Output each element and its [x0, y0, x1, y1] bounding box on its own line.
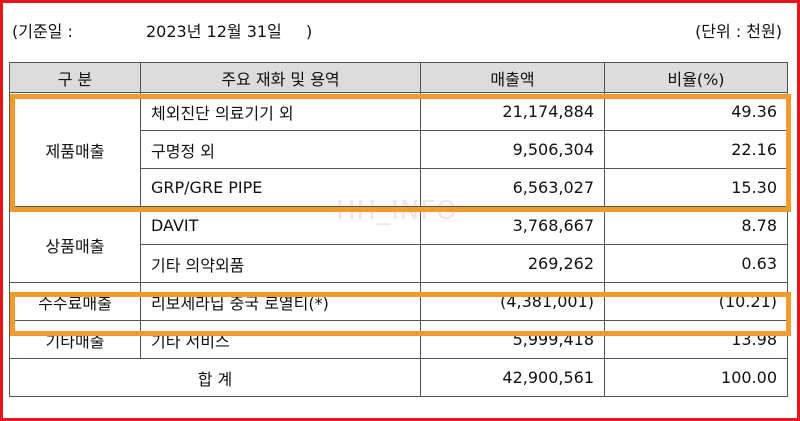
total-sales: 42,900,561	[420, 358, 605, 397]
table-row: 상품매출 DAVIT 3,768,667 8.78	[9, 206, 788, 283]
ratio-cell: 13.98	[604, 320, 788, 359]
category-merchandise: 상품매출	[9, 206, 141, 283]
sales-cell: 269,262	[420, 244, 605, 283]
total-ratio: 100.00	[604, 358, 788, 397]
col-header-ratio: 비율(%)	[604, 62, 788, 93]
total-row: 합 계 42,900,561 100.00	[9, 358, 788, 397]
total-label: 합 계	[9, 358, 421, 397]
ratio-cell: (10.21)	[604, 282, 788, 321]
table-header-row: 구 분 주요 재화 및 용역 매출액 비율(%)	[9, 62, 788, 93]
item-cell: DAVIT	[140, 206, 421, 245]
ratio-cell: 0.63	[604, 244, 788, 283]
table-row: GRP/GRE PIPE 6,563,027 15.30	[10, 168, 788, 207]
sales-cell: 9,506,304	[420, 130, 605, 169]
sales-cell: 3,768,667	[420, 206, 605, 245]
table-row: 기타매출 기타 서비스 5,999,418 13.98	[9, 320, 788, 359]
sales-cell: 5,999,418	[420, 320, 605, 359]
category-product: 제품매출	[9, 92, 141, 207]
col-header-category: 구 분	[9, 62, 141, 93]
col-header-sales: 매출액	[420, 62, 605, 93]
base-date-value: 2023년 12월 31일	[146, 22, 282, 41]
ratio-cell: 15.30	[604, 168, 788, 207]
unit-label: (단위 : 천원)	[695, 22, 782, 41]
col-header-item: 주요 재화 및 용역	[140, 62, 421, 93]
ratio-cell: 49.36	[604, 92, 788, 131]
ratio-cell: 22.16	[604, 130, 788, 169]
item-cell: GRP/GRE PIPE	[140, 168, 421, 207]
item-cell: 구명정 외	[140, 130, 421, 169]
table-row: 기타 의약외품 269,262 0.63	[10, 244, 788, 283]
category-other: 기타매출	[9, 320, 141, 359]
base-date-close: )	[306, 22, 313, 41]
sales-cell: 21,174,884	[420, 92, 605, 131]
sales-table: 구 분 주요 재화 및 용역 매출액 비율(%) 제품매출 체외진단 의료기기 …	[9, 62, 788, 397]
sales-cell: 6,563,027	[420, 168, 605, 207]
item-cell: 기타 의약외품	[140, 244, 421, 283]
item-cell: 기타 서비스	[140, 320, 421, 359]
sales-cell: (4,381,001)	[420, 282, 605, 321]
table-row: 제품매출 체외진단 의료기기 외 21,174,884 49.36	[9, 92, 788, 207]
category-commission: 수수료매출	[9, 282, 141, 321]
item-cell: 리보세라닙 중국 로열티(*)	[140, 282, 421, 321]
base-date-label: (기준일 :	[12, 22, 73, 41]
ratio-cell: 8.78	[604, 206, 788, 245]
item-cell: 체외진단 의료기기 외	[140, 92, 421, 131]
table-row: 수수료매출 리보세라닙 중국 로열티(*) (4,381,001) (10.21…	[9, 282, 788, 321]
